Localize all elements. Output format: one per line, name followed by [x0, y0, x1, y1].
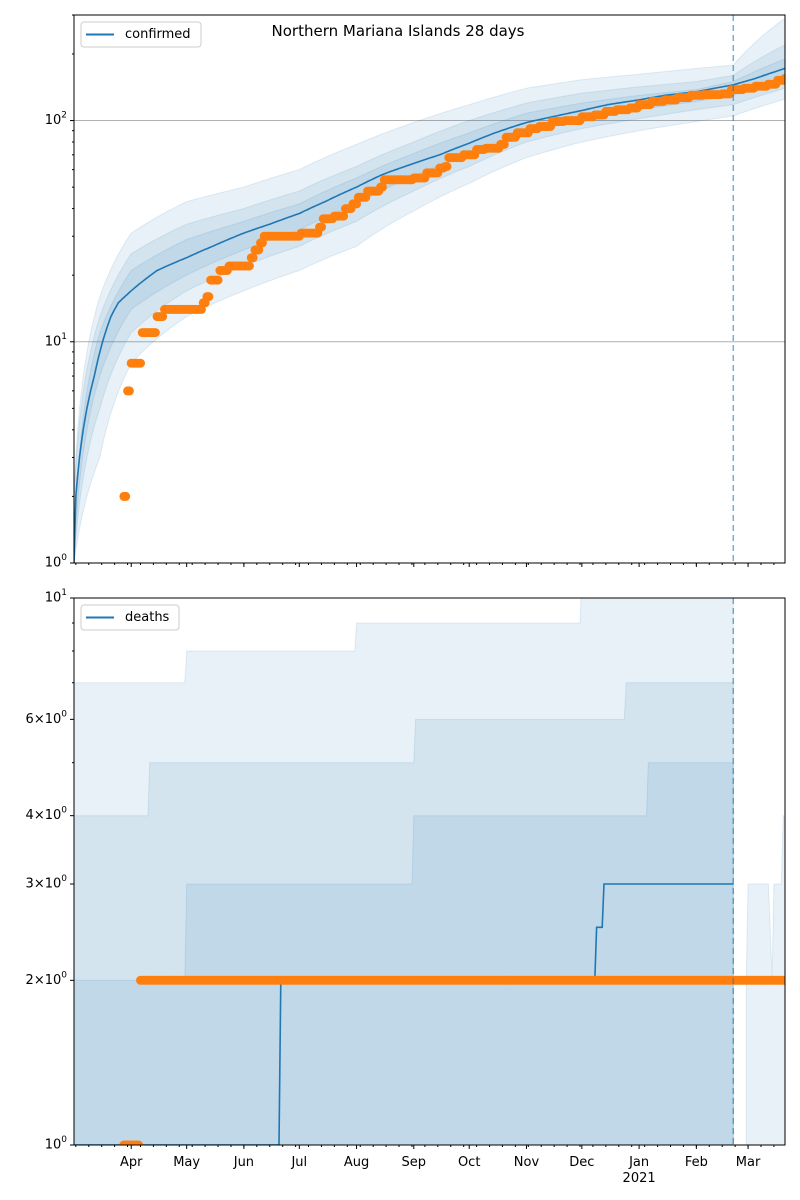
y-tick-label: 4×100 [26, 805, 68, 823]
y-tick-label: 102 [45, 110, 67, 128]
observed-point [150, 328, 160, 338]
observed-point [339, 211, 349, 221]
x-tick-label: May [173, 1155, 200, 1170]
plot-area [74, 598, 785, 1145]
observed-point [134, 1140, 144, 1145]
observed-point [254, 245, 264, 255]
median-line [74, 67, 785, 563]
observed-point [317, 222, 326, 232]
observed-point [377, 182, 387, 192]
x-tick-label: Jan [628, 1155, 649, 1170]
x-tick-label: Nov [514, 1155, 540, 1170]
axes-frame [73, 14, 786, 564]
uncertainty-band [74, 58, 785, 563]
x-tick-label: Aug [344, 1155, 369, 1170]
y-tick-label: 3×100 [26, 874, 68, 892]
chart-title: Northern Mariana Islands 28 days [272, 22, 525, 40]
uncertainty-band [74, 17, 785, 563]
uncertainty-band [74, 682, 734, 1145]
x-tick-label: Jul [290, 1155, 307, 1170]
y-tick-label: 6×100 [26, 709, 68, 727]
x-tick-label: Jun [233, 1155, 254, 1170]
uncertainty-band [74, 598, 734, 1145]
legend-box [80, 604, 180, 631]
observed-point [121, 491, 131, 501]
x-tick-label: Mar [736, 1155, 761, 1170]
x-tick-label: Feb [685, 1155, 708, 1170]
y-tick-label: 2×100 [26, 970, 68, 988]
y-tick-label: 100 [45, 553, 68, 571]
observed-point [442, 162, 452, 171]
observed-point [213, 275, 223, 285]
x-tick-label: Apr [120, 1155, 143, 1170]
y-tick-label: 101 [45, 331, 67, 349]
observed-point [499, 139, 509, 149]
x-tick-label: Sep [402, 1155, 427, 1170]
legend-label: confirmed [125, 27, 191, 42]
plot-area [74, 17, 785, 563]
legend-label: deaths [125, 610, 170, 625]
legend: confirmed [80, 21, 202, 48]
y-tick-label: 101 [45, 588, 67, 606]
y-tick-label: 100 [45, 1135, 68, 1153]
observed-point [780, 73, 785, 83]
observed-point [124, 386, 134, 396]
x-tick-year-label: 2021 [623, 1171, 656, 1186]
x-tick-label: Dec [569, 1155, 594, 1170]
observed-point [136, 358, 145, 368]
observed-point [158, 312, 168, 322]
observed-point [248, 253, 258, 263]
legend-box [80, 21, 202, 48]
observed-point [244, 261, 254, 271]
axes-frame [73, 597, 786, 1146]
confirmed-panel: 100 101 102 confirmed [45, 14, 786, 571]
x-tick-label: Oct [458, 1155, 480, 1170]
legend: deaths [80, 604, 180, 631]
observed-point [204, 292, 214, 302]
observed-point [780, 975, 785, 985]
deaths-panel: 100 2×100 3×100 4×100 6×100 101 deaths Apr May Ju… [26, 588, 786, 1186]
uncertainty-band [74, 762, 734, 1145]
